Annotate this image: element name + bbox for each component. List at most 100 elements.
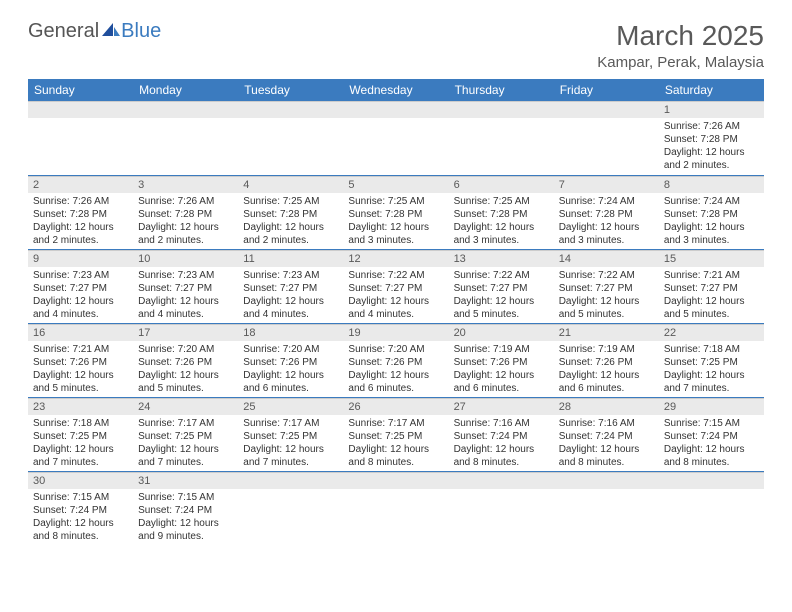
- day-number: 23: [28, 398, 133, 415]
- day-details: Sunrise: 7:15 AMSunset: 7:24 PMDaylight:…: [28, 489, 133, 545]
- calendar-day-cell: 21Sunrise: 7:19 AMSunset: 7:26 PMDayligh…: [554, 323, 659, 397]
- calendar-day-cell: 26Sunrise: 7:17 AMSunset: 7:25 PMDayligh…: [343, 397, 448, 471]
- day-details: Sunrise: 7:22 AMSunset: 7:27 PMDaylight:…: [554, 267, 659, 323]
- calendar-day-cell: 23Sunrise: 7:18 AMSunset: 7:25 PMDayligh…: [28, 397, 133, 471]
- day-number: 13: [449, 250, 554, 267]
- weekday-header: Sunday: [28, 79, 133, 101]
- calendar-day-cell: 1Sunrise: 7:26 AMSunset: 7:28 PMDaylight…: [659, 101, 764, 175]
- logo: General Blue: [28, 20, 161, 43]
- calendar-day-cell: 14Sunrise: 7:22 AMSunset: 7:27 PMDayligh…: [554, 249, 659, 323]
- day-number: 16: [28, 324, 133, 341]
- calendar-week-row: 1Sunrise: 7:26 AMSunset: 7:28 PMDaylight…: [28, 101, 764, 175]
- day-number: 18: [238, 324, 343, 341]
- calendar-day-cell: 27Sunrise: 7:16 AMSunset: 7:24 PMDayligh…: [449, 397, 554, 471]
- day-number: [238, 472, 343, 489]
- day-details: Sunrise: 7:26 AMSunset: 7:28 PMDaylight:…: [659, 118, 764, 174]
- day-number: 7: [554, 176, 659, 193]
- day-details: Sunrise: 7:16 AMSunset: 7:24 PMDaylight:…: [449, 415, 554, 471]
- day-number: [28, 101, 133, 118]
- weekday-header: Tuesday: [238, 79, 343, 101]
- calendar-day-cell: [238, 101, 343, 175]
- day-details: Sunrise: 7:16 AMSunset: 7:24 PMDaylight:…: [554, 415, 659, 471]
- calendar-day-cell: [28, 101, 133, 175]
- calendar-day-cell: 17Sunrise: 7:20 AMSunset: 7:26 PMDayligh…: [133, 323, 238, 397]
- day-details: Sunrise: 7:24 AMSunset: 7:28 PMDaylight:…: [554, 193, 659, 249]
- day-number: 6: [449, 176, 554, 193]
- day-number: 12: [343, 250, 448, 267]
- day-details: Sunrise: 7:26 AMSunset: 7:28 PMDaylight:…: [28, 193, 133, 249]
- day-details: Sunrise: 7:23 AMSunset: 7:27 PMDaylight:…: [28, 267, 133, 323]
- calendar-day-cell: 13Sunrise: 7:22 AMSunset: 7:27 PMDayligh…: [449, 249, 554, 323]
- day-number: [449, 472, 554, 489]
- day-details: Sunrise: 7:20 AMSunset: 7:26 PMDaylight:…: [343, 341, 448, 397]
- day-details: Sunrise: 7:22 AMSunset: 7:27 PMDaylight:…: [449, 267, 554, 323]
- calendar-day-cell: 31Sunrise: 7:15 AMSunset: 7:24 PMDayligh…: [133, 471, 238, 545]
- day-details: Sunrise: 7:24 AMSunset: 7:28 PMDaylight:…: [659, 193, 764, 249]
- calendar-day-cell: 25Sunrise: 7:17 AMSunset: 7:25 PMDayligh…: [238, 397, 343, 471]
- calendar-day-cell: 7Sunrise: 7:24 AMSunset: 7:28 PMDaylight…: [554, 175, 659, 249]
- calendar-day-cell: [449, 471, 554, 545]
- calendar-day-cell: [343, 101, 448, 175]
- day-details: Sunrise: 7:15 AMSunset: 7:24 PMDaylight:…: [659, 415, 764, 471]
- weekday-header: Friday: [554, 79, 659, 101]
- calendar-day-cell: 16Sunrise: 7:21 AMSunset: 7:26 PMDayligh…: [28, 323, 133, 397]
- day-number: 17: [133, 324, 238, 341]
- calendar-day-cell: [238, 471, 343, 545]
- weekday-header-row: SundayMondayTuesdayWednesdayThursdayFrid…: [28, 79, 764, 101]
- calendar-day-cell: 24Sunrise: 7:17 AMSunset: 7:25 PMDayligh…: [133, 397, 238, 471]
- calendar-table: SundayMondayTuesdayWednesdayThursdayFrid…: [28, 79, 764, 545]
- calendar-day-cell: 12Sunrise: 7:22 AMSunset: 7:27 PMDayligh…: [343, 249, 448, 323]
- page-title: March 2025: [597, 20, 764, 52]
- day-number: 2: [28, 176, 133, 193]
- calendar-day-cell: 20Sunrise: 7:19 AMSunset: 7:26 PMDayligh…: [449, 323, 554, 397]
- day-details: Sunrise: 7:20 AMSunset: 7:26 PMDaylight:…: [133, 341, 238, 397]
- day-number: 27: [449, 398, 554, 415]
- day-number: 3: [133, 176, 238, 193]
- day-number: [554, 101, 659, 118]
- calendar-day-cell: 2Sunrise: 7:26 AMSunset: 7:28 PMDaylight…: [28, 175, 133, 249]
- day-number: 22: [659, 324, 764, 341]
- calendar-day-cell: 10Sunrise: 7:23 AMSunset: 7:27 PMDayligh…: [133, 249, 238, 323]
- weekday-header: Thursday: [449, 79, 554, 101]
- day-number: [449, 101, 554, 118]
- logo-sail-icon: [102, 21, 120, 42]
- day-number: [238, 101, 343, 118]
- day-details: Sunrise: 7:17 AMSunset: 7:25 PMDaylight:…: [133, 415, 238, 471]
- calendar-body: 1Sunrise: 7:26 AMSunset: 7:28 PMDaylight…: [28, 101, 764, 545]
- calendar-day-cell: 18Sunrise: 7:20 AMSunset: 7:26 PMDayligh…: [238, 323, 343, 397]
- day-number: [343, 101, 448, 118]
- day-details: Sunrise: 7:25 AMSunset: 7:28 PMDaylight:…: [238, 193, 343, 249]
- logo-text-blue: Blue: [121, 20, 161, 43]
- day-number: 20: [449, 324, 554, 341]
- day-number: 1: [659, 101, 764, 118]
- day-number: [554, 472, 659, 489]
- calendar-day-cell: [133, 101, 238, 175]
- day-number: 21: [554, 324, 659, 341]
- calendar-week-row: 2Sunrise: 7:26 AMSunset: 7:28 PMDaylight…: [28, 175, 764, 249]
- location: Kampar, Perak, Malaysia: [597, 54, 764, 71]
- calendar-week-row: 16Sunrise: 7:21 AMSunset: 7:26 PMDayligh…: [28, 323, 764, 397]
- day-number: 28: [554, 398, 659, 415]
- day-details: Sunrise: 7:17 AMSunset: 7:25 PMDaylight:…: [343, 415, 448, 471]
- calendar-week-row: 9Sunrise: 7:23 AMSunset: 7:27 PMDaylight…: [28, 249, 764, 323]
- day-details: Sunrise: 7:21 AMSunset: 7:27 PMDaylight:…: [659, 267, 764, 323]
- calendar-day-cell: 30Sunrise: 7:15 AMSunset: 7:24 PMDayligh…: [28, 471, 133, 545]
- calendar-week-row: 30Sunrise: 7:15 AMSunset: 7:24 PMDayligh…: [28, 471, 764, 545]
- day-number: 10: [133, 250, 238, 267]
- calendar-week-row: 23Sunrise: 7:18 AMSunset: 7:25 PMDayligh…: [28, 397, 764, 471]
- calendar-day-cell: [659, 471, 764, 545]
- day-number: 26: [343, 398, 448, 415]
- calendar-day-cell: 19Sunrise: 7:20 AMSunset: 7:26 PMDayligh…: [343, 323, 448, 397]
- calendar-day-cell: 29Sunrise: 7:15 AMSunset: 7:24 PMDayligh…: [659, 397, 764, 471]
- day-number: 5: [343, 176, 448, 193]
- day-number: 30: [28, 472, 133, 489]
- day-number: 14: [554, 250, 659, 267]
- title-block: March 2025 Kampar, Perak, Malaysia: [597, 20, 764, 71]
- day-details: Sunrise: 7:26 AMSunset: 7:28 PMDaylight:…: [133, 193, 238, 249]
- day-number: 29: [659, 398, 764, 415]
- calendar-day-cell: 15Sunrise: 7:21 AMSunset: 7:27 PMDayligh…: [659, 249, 764, 323]
- day-number: 11: [238, 250, 343, 267]
- day-number: [659, 472, 764, 489]
- day-number: 24: [133, 398, 238, 415]
- calendar-day-cell: [554, 471, 659, 545]
